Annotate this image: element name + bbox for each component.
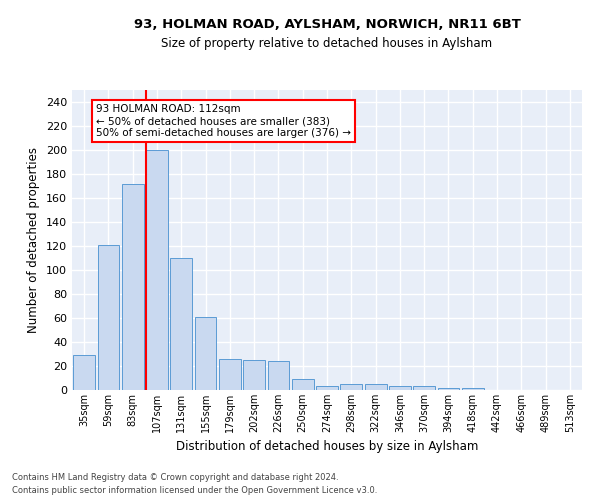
Bar [340, 384, 362, 390]
Bar [194, 317, 217, 390]
Y-axis label: Number of detached properties: Number of detached properties [28, 147, 40, 333]
Text: Contains HM Land Registry data © Crown copyright and database right 2024.: Contains HM Land Registry data © Crown c… [12, 474, 338, 482]
X-axis label: Distribution of detached houses by size in Aylsham: Distribution of detached houses by size … [176, 440, 478, 454]
Text: Size of property relative to detached houses in Aylsham: Size of property relative to detached ho… [161, 38, 493, 51]
Bar [170, 258, 192, 390]
Bar [122, 184, 143, 390]
Bar [462, 388, 484, 390]
Bar [219, 359, 241, 390]
Bar [389, 386, 411, 390]
Bar [437, 388, 460, 390]
Bar [413, 386, 435, 390]
Bar [292, 379, 314, 390]
Bar [97, 245, 119, 390]
Bar [316, 386, 338, 390]
Text: 93, HOLMAN ROAD, AYLSHAM, NORWICH, NR11 6BT: 93, HOLMAN ROAD, AYLSHAM, NORWICH, NR11 … [134, 18, 520, 30]
Bar [268, 361, 289, 390]
Bar [146, 150, 168, 390]
Text: Contains public sector information licensed under the Open Government Licence v3: Contains public sector information licen… [12, 486, 377, 495]
Bar [243, 360, 265, 390]
Bar [73, 355, 95, 390]
Text: 93 HOLMAN ROAD: 112sqm
← 50% of detached houses are smaller (383)
50% of semi-de: 93 HOLMAN ROAD: 112sqm ← 50% of detached… [96, 104, 351, 138]
Bar [365, 384, 386, 390]
